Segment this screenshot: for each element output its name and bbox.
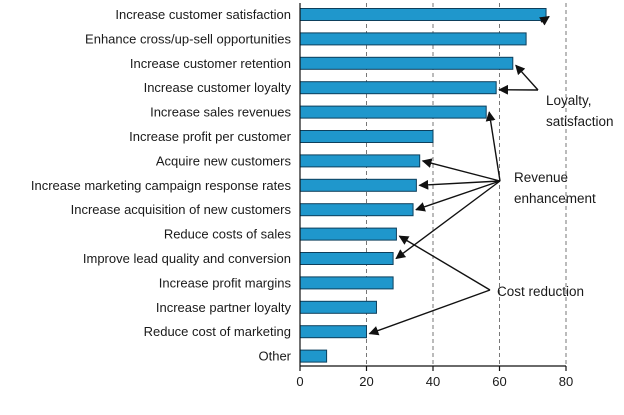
bar (299, 8, 547, 21)
x-tick-label: 0 (296, 374, 303, 389)
bar (299, 56, 514, 70)
x-tick-label: 40 (426, 374, 440, 389)
category-label: Improve lead quality and conversion (83, 251, 291, 266)
bar (299, 227, 397, 241)
annotation-arrow (368, 289, 491, 336)
category-label: Increase customer loyalty (144, 80, 292, 95)
bars (299, 8, 547, 363)
bar (299, 154, 421, 168)
category-label: Acquire new customers (156, 153, 292, 168)
bar (299, 203, 414, 217)
annotation-arrow (485, 111, 501, 182)
annotation-label: Loyalty, satisfaction (546, 93, 614, 129)
bar (299, 300, 377, 314)
annotation-arrow (421, 158, 501, 182)
x-tick-label: 80 (559, 374, 573, 389)
bar (299, 325, 367, 339)
category-label: Increase customer satisfaction (115, 7, 291, 22)
category-label: Reduce costs of sales (164, 227, 292, 242)
annotation-arrows (368, 15, 550, 336)
category-label: Reduce cost of marketing (144, 324, 291, 339)
category-label: Increase acquisition of new customers (71, 202, 292, 217)
annotation-arrow (395, 180, 501, 260)
annotation-line: Loyalty, (546, 93, 592, 108)
bar (299, 105, 487, 119)
annotation-line: Cost reduction (497, 284, 584, 299)
annotation-line: Revenue (514, 170, 568, 185)
bar (299, 32, 527, 46)
annotation-arrow (539, 15, 550, 26)
annotation-arrow (398, 235, 491, 291)
category-labels: Increase customer satisfaction Enhance cr… (31, 7, 292, 364)
annotation-arrow (418, 179, 501, 190)
category-label: Other (258, 349, 291, 364)
category-label: Enhance cross/up-sell opportunities (85, 31, 291, 46)
annotation-arrow (415, 180, 501, 212)
annotation-label: Cost reduction (497, 284, 584, 299)
category-label: Increase profit per customer (129, 129, 292, 144)
bar (299, 130, 434, 143)
bar (299, 178, 417, 192)
x-axis: 0 20 40 60 80 (296, 3, 573, 389)
category-label: Increase customer retention (130, 56, 291, 71)
annotation-arrow (515, 64, 539, 91)
annotation-line: satisfaction (546, 114, 614, 129)
bar (299, 276, 394, 290)
category-label: Increase marketing campaign response rat… (31, 178, 292, 193)
category-label: Increase sales revenues (150, 105, 291, 120)
bar (299, 252, 394, 265)
category-label: Increase profit margins (159, 275, 292, 290)
bar (299, 349, 328, 363)
x-tick-label: 60 (492, 374, 506, 389)
category-label: Increase partner loyalty (156, 300, 292, 315)
x-tick-label: 20 (359, 374, 373, 389)
annotation-label: Revenue enhancement (514, 170, 596, 206)
annotation-line: enhancement (514, 191, 596, 206)
annotations: Loyalty, satisfaction Revenue enhancement Co… (497, 93, 614, 299)
bar (299, 81, 497, 95)
